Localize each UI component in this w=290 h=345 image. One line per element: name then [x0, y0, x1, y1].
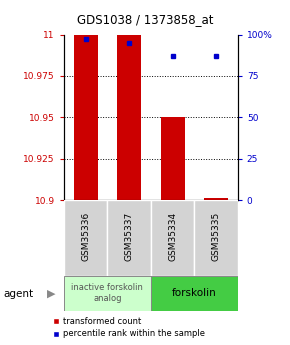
Bar [117, 34, 141, 200]
Bar [204, 198, 228, 200]
Bar [194, 200, 238, 276]
Text: GDS1038 / 1373858_at: GDS1038 / 1373858_at [77, 13, 213, 26]
Text: ▶: ▶ [46, 289, 55, 299]
Bar [161, 117, 184, 200]
Legend: transformed count, percentile rank within the sample: transformed count, percentile rank withi… [49, 314, 208, 342]
Bar [64, 276, 151, 310]
Bar [64, 200, 107, 276]
Text: GSM35337: GSM35337 [124, 212, 134, 261]
Text: GSM35336: GSM35336 [81, 212, 90, 261]
Bar [151, 200, 194, 276]
Text: GSM35334: GSM35334 [168, 212, 177, 261]
Text: GSM35335: GSM35335 [211, 212, 221, 261]
Bar [107, 200, 151, 276]
Bar [74, 34, 97, 200]
Bar [151, 276, 238, 310]
Text: forskolin: forskolin [172, 288, 217, 298]
Text: inactive forskolin
analog: inactive forskolin analog [71, 283, 143, 303]
Text: agent: agent [3, 289, 33, 299]
